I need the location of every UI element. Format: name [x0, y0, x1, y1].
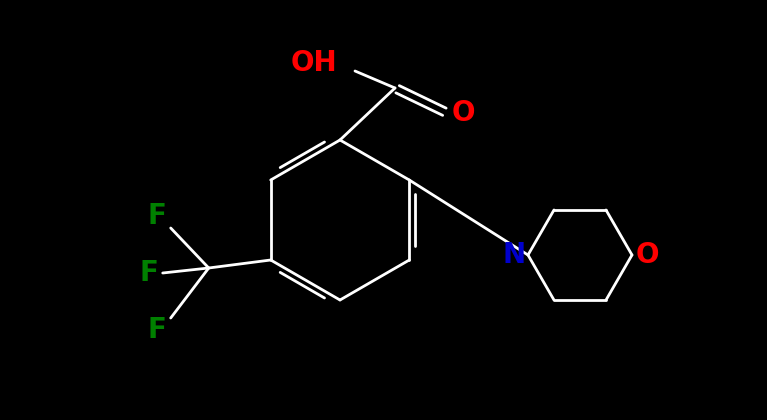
Text: N: N — [503, 241, 526, 269]
Text: F: F — [147, 202, 166, 230]
Text: F: F — [140, 259, 158, 287]
Text: O: O — [452, 99, 476, 127]
Text: O: O — [636, 241, 660, 269]
Text: OH: OH — [291, 49, 337, 77]
Text: F: F — [147, 316, 166, 344]
